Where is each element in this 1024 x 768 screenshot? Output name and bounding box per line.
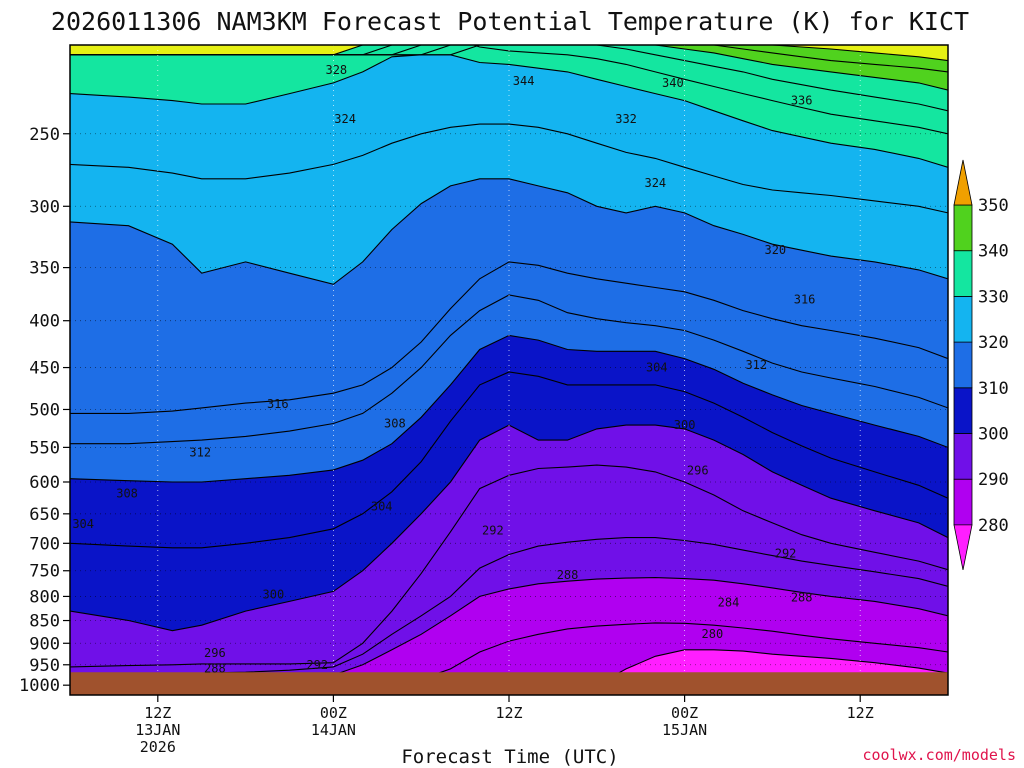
isotherm-308 (70, 334, 948, 483)
y-tick-label-950: 950 (29, 656, 60, 676)
contour-label-304: 304 (646, 361, 668, 375)
contour-label-320: 320 (764, 243, 786, 257)
contour-label-304: 304 (371, 499, 393, 513)
colorbar-band-280 (953, 478, 973, 526)
contour-label-332: 332 (615, 112, 637, 126)
contour-label-288: 288 (204, 662, 226, 676)
colorbar-label-350: 350 (978, 196, 1009, 216)
contour-label-300: 300 (263, 587, 285, 601)
contour-label-292: 292 (775, 546, 797, 560)
x-tick-label-6-0: 12Z (144, 704, 171, 722)
colorbar-label-340: 340 (978, 242, 1009, 262)
colorbar-band-330 (953, 250, 973, 297)
colorbar-ext-low (953, 524, 973, 570)
y-tick-label-700: 700 (29, 534, 60, 554)
y-tick-label-350: 350 (29, 259, 60, 279)
contour-label-288: 288 (557, 568, 579, 582)
contour-label-328: 328 (325, 63, 347, 77)
y-tick-label-600: 600 (29, 473, 60, 493)
y-tick-label-250: 250 (29, 125, 60, 145)
contour-label-304: 304 (72, 517, 94, 531)
contour-label-284: 284 (718, 595, 740, 609)
x-tick-label-42-0: 00Z (671, 704, 698, 722)
contour-label-344: 344 (513, 74, 535, 88)
x-tick-label-42-1: 15JAN (662, 721, 707, 739)
isotherm-348 (70, 45, 948, 62)
contour-label-336: 336 (791, 94, 813, 108)
isotherm-324 (70, 123, 948, 214)
colorbar-label-280: 280 (978, 516, 1009, 536)
terrain-ground (70, 672, 948, 695)
chart-title: 2026011306 NAM3KM Forecast Potential Tem… (51, 7, 969, 36)
contour-label-324: 324 (644, 176, 666, 190)
colorbar: 280 290 300 310 320 330 340 350 (953, 159, 1009, 570)
contour-label-296: 296 (687, 464, 709, 478)
contour-label-316: 316 (267, 397, 289, 411)
x-tick-label-6-1: 13JAN (135, 721, 180, 739)
y-tick-label-300: 300 (29, 197, 60, 217)
isotherm-328 (70, 54, 948, 168)
contour-label-312: 312 (189, 445, 211, 459)
isotherm-300 (70, 424, 948, 632)
isotherm-320 (70, 178, 948, 285)
y-tick-label-650: 650 (29, 505, 60, 525)
contour-label-324: 324 (334, 112, 356, 126)
contour-label-308: 308 (116, 487, 138, 501)
watermark: coolwx.com/models (862, 746, 1016, 764)
contour-label-316: 316 (794, 292, 816, 306)
isotherm-292 (70, 537, 948, 677)
colorbar-band-290 (953, 433, 973, 480)
colorbar-band-320 (953, 295, 973, 343)
y-tick-label-550: 550 (29, 438, 60, 458)
contour-label-288: 288 (791, 590, 813, 604)
colorbar-ext-high (953, 159, 973, 206)
colorbar-label-320: 320 (978, 333, 1009, 353)
contour-label-300: 300 (674, 418, 696, 432)
contour-label-312: 312 (745, 358, 767, 372)
y-tick-label-1000: 1000 (19, 676, 60, 696)
isotherm-316 (70, 261, 948, 414)
contour-label-308: 308 (384, 417, 406, 431)
colorbar-label-290: 290 (978, 470, 1009, 490)
y-tick-label-500: 500 (29, 400, 60, 420)
x-tick-label-18-0: 00Z (320, 704, 347, 722)
colorbar-band-310 (953, 341, 973, 389)
isotherm-312 (70, 294, 948, 445)
colorbar-band-340 (953, 204, 973, 252)
x-tick-label-6-2: 2026 (140, 738, 176, 756)
y-axis: 2503003504004505005506006507007508008509… (19, 125, 70, 696)
contour-label-292: 292 (482, 524, 504, 538)
contour-label-340: 340 (662, 76, 684, 90)
y-tick-label-400: 400 (29, 312, 60, 332)
colorbar-label-300: 300 (978, 425, 1009, 445)
isotherm-296 (70, 464, 948, 668)
y-tick-label-900: 900 (29, 634, 60, 654)
y-tick-label-800: 800 (29, 587, 60, 607)
contour-label-292: 292 (306, 658, 328, 672)
y-tick-label-450: 450 (29, 359, 60, 379)
colorbar-band-300 (953, 387, 973, 434)
x-tick-label-18-1: 14JAN (311, 721, 356, 739)
colorbar-label-310: 310 (978, 379, 1009, 399)
contour-label-280: 280 (702, 627, 724, 641)
colorbar-label-330: 330 (978, 287, 1009, 307)
y-tick-label-850: 850 (29, 612, 60, 632)
x-tick-label-54-0: 12Z (847, 704, 874, 722)
x-axis-title: Forecast Time (UTC) (401, 746, 618, 768)
x-tick-label-30-0: 12Z (495, 704, 522, 722)
y-tick-label-750: 750 (29, 562, 60, 582)
isotherm-304 (70, 371, 948, 549)
contour-label-296: 296 (204, 646, 226, 660)
